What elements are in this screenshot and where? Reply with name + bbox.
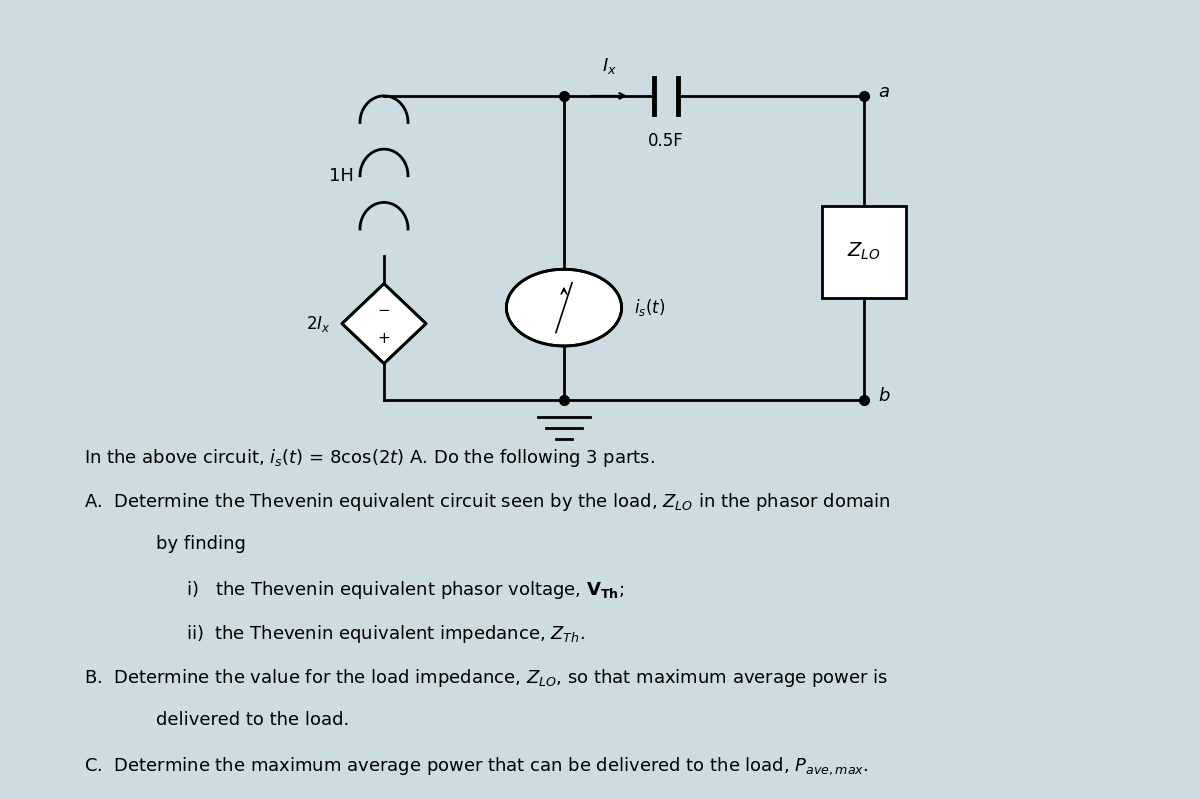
Text: A.  Determine the Thevenin equivalent circuit seen by the load, $Z_{LO}$ in the : A. Determine the Thevenin equivalent cir… (84, 491, 890, 514)
Text: by finding: by finding (156, 535, 246, 554)
Text: 1H: 1H (329, 167, 354, 185)
Text: $i_s(t)$: $i_s(t)$ (634, 297, 665, 318)
Text: a: a (878, 83, 889, 101)
Text: $2I_x$: $2I_x$ (306, 313, 330, 334)
Text: i)   the Thevenin equivalent phasor voltage, $\mathbf{V_{Th}}$;: i) the Thevenin equivalent phasor voltag… (186, 579, 624, 602)
Text: delivered to the load.: delivered to the load. (156, 711, 349, 729)
Text: $+$: $+$ (378, 332, 390, 346)
Text: ii)  the Thevenin equivalent impedance, $Z_{Th}$.: ii) the Thevenin equivalent impedance, $… (186, 623, 584, 646)
Text: $-$: $-$ (378, 301, 390, 316)
Text: $I_x$: $I_x$ (602, 56, 617, 76)
Text: C.  Determine the maximum average power that can be delivered to the load, $P_{a: C. Determine the maximum average power t… (84, 755, 869, 777)
Text: b: b (878, 387, 889, 404)
Text: 0.5F: 0.5F (648, 132, 684, 150)
Polygon shape (342, 284, 426, 364)
Circle shape (506, 269, 622, 346)
Text: In the above circuit, $i_s(t)$ = 8cos(2$t$) A. Do the following 3 parts.: In the above circuit, $i_s(t)$ = 8cos(2$… (84, 447, 655, 470)
Bar (822, 205, 906, 297)
Text: $Z_{LO}$: $Z_{LO}$ (847, 241, 881, 262)
Text: B.  Determine the value for the load impedance, $Z_{LO}$, so that maximum averag: B. Determine the value for the load impe… (84, 667, 888, 690)
